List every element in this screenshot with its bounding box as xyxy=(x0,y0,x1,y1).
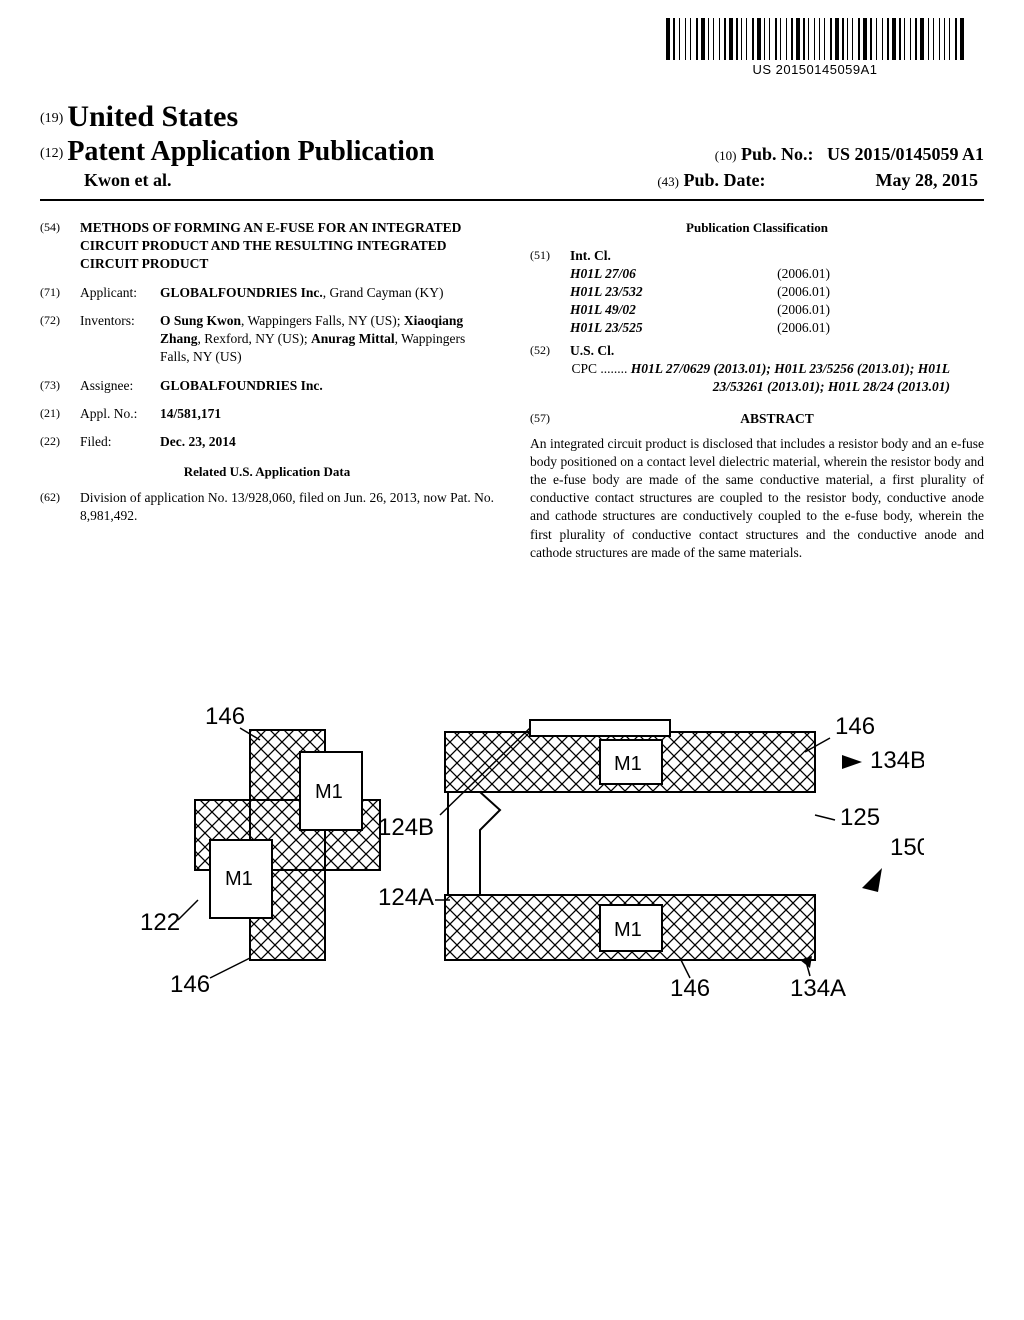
link-125 xyxy=(448,792,500,895)
inventor-location: , Rexford, NY (US); xyxy=(198,331,311,346)
label-134b: 134B xyxy=(870,747,924,774)
inventor-location: , Wappingers Falls, NY (US); xyxy=(241,313,404,328)
applicant-code: (71) xyxy=(40,284,80,302)
uscl-code: (52) xyxy=(530,342,570,360)
label-146-top-left: 146 xyxy=(205,703,245,730)
intcl-items: H01L 27/06(2006.01)H01L 23/532(2006.01)H… xyxy=(570,265,984,338)
intcl-item: H01L 23/525 (2006.01) xyxy=(570,319,830,337)
intcl-item: H01L 49/02 (2006.01) xyxy=(570,301,830,319)
patent-figure: M1 M1 M1 M1 146 146 134B 125 150 124B 12 xyxy=(100,700,924,1020)
inventor-name: Anurag Mittal xyxy=(311,331,395,346)
publication-number: US 2015/0145059 A1 xyxy=(827,144,984,164)
label-124b: 124B xyxy=(378,814,434,841)
label-146-bottom-right: 146 xyxy=(670,975,710,1002)
filed-code: (22) xyxy=(40,433,80,451)
label-124a: 124A xyxy=(378,884,434,911)
abstract-heading: ABSTRACT xyxy=(570,410,984,428)
filed-date: Dec. 23, 2014 xyxy=(160,434,236,449)
related-data-heading: Related U.S. Application Data xyxy=(40,463,494,481)
intcl-code-value: H01L 23/532 xyxy=(570,283,690,301)
label-122: 122 xyxy=(140,909,180,936)
cpc-block: CPC ........ H01L 27/0629 (2013.01); H01… xyxy=(570,360,950,396)
assignee-name: GLOBALFOUNDRIES Inc. xyxy=(160,377,494,395)
cpc-lead: CPC ........ xyxy=(572,361,628,376)
assignee-label: Assignee: xyxy=(80,377,160,395)
pub-date-code: (43) xyxy=(657,174,679,189)
m1-label-2: M1 xyxy=(225,868,253,890)
barcode-text: US 20150145059A1 xyxy=(666,62,964,77)
intcl-version: (2006.01) xyxy=(777,265,830,283)
right-column: Publication Classification (51) Int. Cl.… xyxy=(530,219,984,562)
label-150: 150 xyxy=(890,834,924,861)
barcode-block: US 20150145059A1 xyxy=(666,18,964,77)
applicant-label: Applicant: xyxy=(80,284,160,302)
uscl-label: U.S. Cl. xyxy=(570,342,640,360)
header-rule xyxy=(40,199,984,201)
arrow-134b xyxy=(842,755,862,769)
appl-code: (21) xyxy=(40,405,80,423)
inventors-code: (72) xyxy=(40,312,80,367)
intcl-item: H01L 27/06 (2006.01) xyxy=(570,265,830,283)
application-number: 14/581,171 xyxy=(160,406,221,421)
applicant-location: , Grand Cayman (KY) xyxy=(323,285,444,300)
intcl-item: H01L 23/532 (2006.01) xyxy=(570,283,830,301)
abstract-text: An integrated circuit product is disclos… xyxy=(530,435,984,563)
m1-label-1: M1 xyxy=(315,781,343,803)
label-134a: 134A xyxy=(790,975,846,1002)
inventors-label: Inventors: xyxy=(80,312,160,367)
pub-no-code: (10) xyxy=(715,148,737,163)
label-125: 125 xyxy=(840,804,880,831)
intcl-code: (51) xyxy=(530,247,570,265)
classification-heading: Publication Classification xyxy=(530,219,984,237)
intcl-code-value: H01L 23/525 xyxy=(570,319,690,337)
applicant-name: GLOBALFOUNDRIES Inc. xyxy=(160,285,323,300)
leader-125 xyxy=(815,815,835,820)
arrow-150 xyxy=(862,868,882,892)
leader-146-bl xyxy=(210,958,250,978)
barcode xyxy=(666,18,964,60)
intcl-version: (2006.01) xyxy=(777,301,830,319)
pub-type-code: (12) xyxy=(40,146,63,161)
abstract-code: (57) xyxy=(530,410,570,434)
country-code: (19) xyxy=(40,111,63,126)
label-146-top-right: 146 xyxy=(835,713,875,740)
inventor-name: O Sung Kwon xyxy=(160,313,241,328)
cap-124b xyxy=(530,720,670,736)
division-text: Division of application No. 13/928,060, … xyxy=(80,489,494,525)
intcl-version: (2006.01) xyxy=(777,283,830,301)
intcl-label: Int. Cl. xyxy=(570,247,640,265)
label-146-bottom-left: 146 xyxy=(170,971,210,998)
header: (19) United States (12) Patent Applicati… xyxy=(40,100,984,191)
patent-title: METHODS OF FORMING AN E-FUSE FOR AN INTE… xyxy=(80,219,494,274)
cpc-codes: H01L 27/0629 (2013.01); H01L 23/5256 (20… xyxy=(627,361,950,394)
authors: Kwon et al. xyxy=(84,170,172,190)
pub-no-label: Pub. No.: xyxy=(741,144,814,164)
two-column-body: (54) METHODS OF FORMING AN E-FUSE FOR AN… xyxy=(40,219,984,562)
pub-date-label: Pub. Date: xyxy=(684,170,766,190)
publication-type: Patent Application Publication xyxy=(67,136,434,167)
m1-label-3: M1 xyxy=(614,753,642,775)
appl-label: Appl. No.: xyxy=(80,405,160,423)
filed-label: Filed: xyxy=(80,433,160,451)
inventors-list: O Sung Kwon, Wappingers Falls, NY (US); … xyxy=(160,312,494,367)
left-column: (54) METHODS OF FORMING AN E-FUSE FOR AN… xyxy=(40,219,494,562)
assignee-code: (73) xyxy=(40,377,80,395)
intcl-version: (2006.01) xyxy=(777,319,830,337)
division-code: (62) xyxy=(40,489,80,525)
intcl-code-value: H01L 49/02 xyxy=(570,301,690,319)
country: United States xyxy=(67,100,238,133)
publication-date: May 28, 2015 xyxy=(876,170,979,190)
m1-label-4: M1 xyxy=(614,919,642,941)
intcl-code-value: H01L 27/06 xyxy=(570,265,690,283)
title-code: (54) xyxy=(40,219,80,274)
leader-122 xyxy=(178,900,198,920)
